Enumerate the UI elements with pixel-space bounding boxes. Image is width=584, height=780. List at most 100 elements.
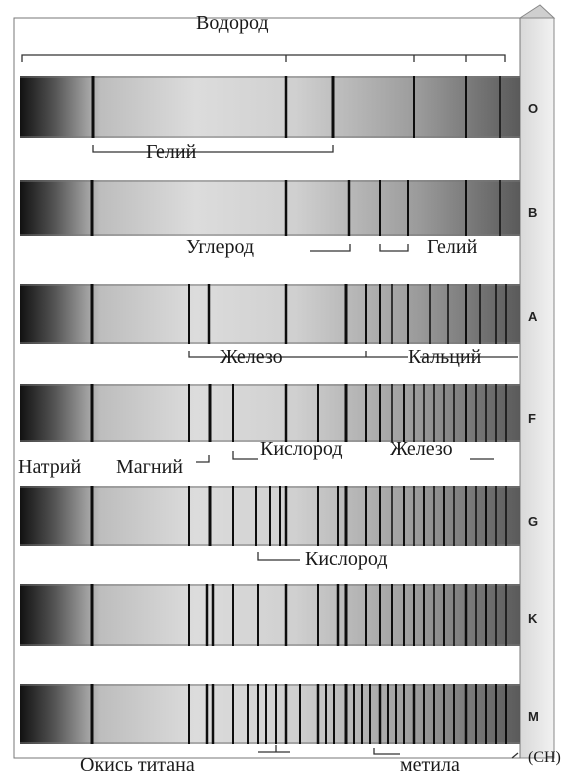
absorption-line xyxy=(495,584,497,646)
absorption-line xyxy=(365,486,367,546)
oxygen-g-bracket xyxy=(257,552,300,561)
absorption-line xyxy=(479,284,481,344)
absorption-line xyxy=(379,284,381,344)
absorption-line xyxy=(475,486,477,546)
absorption-line xyxy=(91,76,95,138)
carbon-bracket xyxy=(310,244,351,252)
ch-label: (CH) xyxy=(528,749,561,766)
absorption-line xyxy=(464,584,468,646)
absorption-line xyxy=(453,384,455,442)
absorption-line xyxy=(443,384,445,442)
absorption-line xyxy=(379,384,381,442)
band-edge-top xyxy=(20,384,520,386)
absorption-line xyxy=(90,584,94,646)
absorption-line xyxy=(337,486,339,546)
absorption-line xyxy=(207,284,211,344)
absorption-line xyxy=(361,684,363,744)
absorption-line xyxy=(495,284,497,344)
absorption-line xyxy=(413,584,415,646)
absorption-line xyxy=(284,584,288,646)
absorption-line xyxy=(284,384,288,442)
absorption-line xyxy=(465,486,467,546)
oxygen-label-g: Кислород xyxy=(305,548,388,570)
titanium-oxide-label: Окись титана xyxy=(80,754,195,776)
absorption-line xyxy=(413,384,415,442)
iron-label-f: Железо xyxy=(390,438,453,460)
absorption-line xyxy=(336,584,340,646)
absorption-line xyxy=(453,584,455,646)
absorption-line xyxy=(407,284,409,344)
absorption-line xyxy=(403,584,405,646)
absorption-line xyxy=(465,180,467,236)
class-f-label: F xyxy=(528,411,536,426)
absorption-line xyxy=(205,584,209,646)
absorption-line xyxy=(433,384,435,442)
helium-b-bracket xyxy=(379,244,409,252)
sodium-label: Натрий xyxy=(18,456,82,478)
methyl-label: метила xyxy=(400,754,460,776)
spectrum-band-k xyxy=(20,584,520,646)
absorption-line xyxy=(257,584,259,646)
ch-leader xyxy=(511,752,519,759)
helium-o-bracket xyxy=(92,145,334,153)
absorption-line xyxy=(423,584,425,646)
magnesium-label: Магний xyxy=(116,456,183,478)
absorption-line xyxy=(429,284,431,344)
absorption-line xyxy=(391,384,393,442)
iron-calcium-brackets xyxy=(188,351,518,358)
spectrum-band-f xyxy=(20,384,520,442)
element-brackets xyxy=(21,54,519,759)
helium-label-b: Гелий xyxy=(427,236,478,258)
absorption-line xyxy=(232,584,234,646)
absorption-line xyxy=(407,180,409,236)
plate-top-corner xyxy=(518,4,556,19)
absorption-line xyxy=(208,486,212,546)
class-a-label: A xyxy=(528,309,538,324)
absorption-line xyxy=(412,684,416,744)
absorption-line xyxy=(495,486,497,546)
absorption-line xyxy=(344,684,348,744)
absorption-line xyxy=(505,584,507,646)
absorption-line xyxy=(387,684,389,744)
absorption-line xyxy=(257,684,259,744)
absorption-line xyxy=(485,486,487,546)
absorption-line xyxy=(369,684,371,744)
absorption-line xyxy=(353,684,355,744)
absorption-line xyxy=(331,76,335,138)
absorption-line xyxy=(347,180,351,236)
absorption-line xyxy=(499,180,501,236)
absorption-line xyxy=(232,384,234,442)
absorption-line xyxy=(423,684,425,744)
band-edge-top xyxy=(20,284,520,286)
absorption-line xyxy=(90,284,94,344)
absorption-line xyxy=(495,384,497,442)
absorption-line xyxy=(433,684,435,744)
absorption-line xyxy=(284,684,288,744)
methyl-bracket xyxy=(373,748,400,755)
class-o-label: O xyxy=(528,101,539,116)
absorption-line xyxy=(344,384,348,442)
absorption-line xyxy=(379,180,381,236)
absorption-line xyxy=(499,76,501,138)
absorption-line xyxy=(211,584,215,646)
band-edge-bottom xyxy=(20,440,520,442)
absorption-line xyxy=(403,684,405,744)
absorption-line xyxy=(505,684,507,744)
absorption-line xyxy=(284,486,288,546)
absorption-line xyxy=(90,486,94,546)
absorption-line xyxy=(403,384,405,442)
absorption-line xyxy=(255,486,257,546)
titanium-oxide-bracket xyxy=(258,745,290,753)
absorption-line xyxy=(413,76,415,138)
absorption-line xyxy=(379,584,381,646)
absorption-line xyxy=(465,76,467,138)
absorption-line xyxy=(90,180,94,236)
absorption-line xyxy=(188,584,190,646)
spectrum-band-b xyxy=(20,180,520,236)
absorption-line xyxy=(391,486,393,546)
absorption-line xyxy=(299,684,301,744)
absorption-line xyxy=(333,684,335,744)
absorption-line xyxy=(465,384,467,442)
absorption-line xyxy=(505,486,507,546)
